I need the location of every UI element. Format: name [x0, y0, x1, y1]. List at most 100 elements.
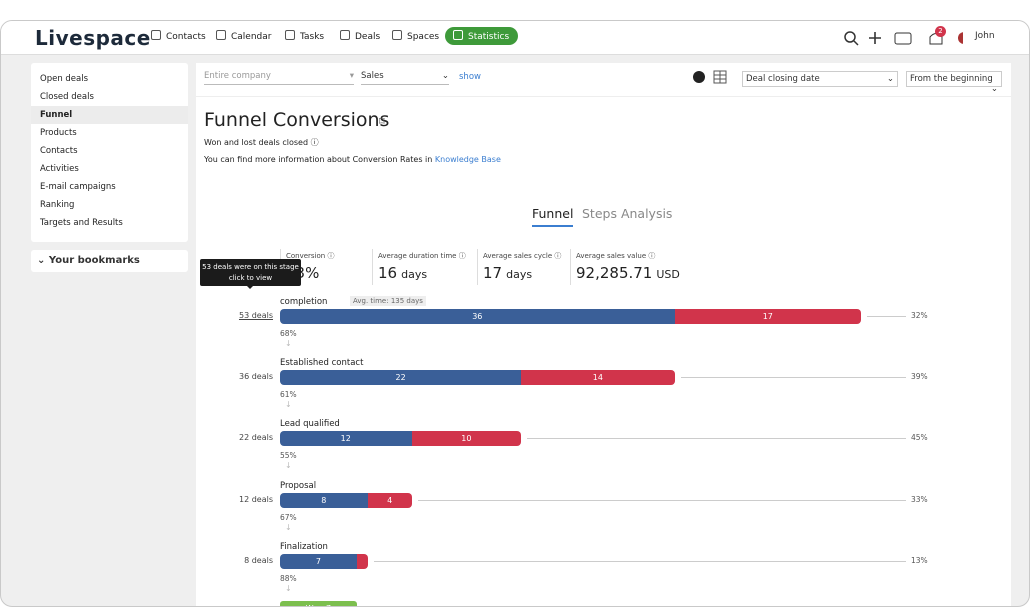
- arrow: ↓: [285, 583, 292, 593]
- nav-label: Statistics: [468, 32, 510, 42]
- won-segment[interactable]: 36: [280, 309, 675, 324]
- drop-line: [373, 560, 906, 562]
- page-title: Funnel Conversions: [204, 109, 390, 131]
- info-link[interactable]: Knowledge Base: [434, 155, 501, 164]
- show-link[interactable]: show: [459, 72, 481, 82]
- won-text: 7: [326, 604, 331, 606]
- bookmarks[interactable]: ⌄ Your bookmarks: [31, 250, 188, 272]
- conversion-rate: 68%: [280, 329, 297, 338]
- drop-rate: 33%: [911, 494, 928, 504]
- lost-segment[interactable]: [356, 553, 368, 569]
- deals-link[interactable]: 22 deals: [238, 433, 273, 443]
- main-panel: Entire company ▾ Sales ⌄ show Deal closing…: [196, 63, 1011, 606]
- nav-item[interactable]: Statistics: [445, 27, 519, 45]
- logo[interactable]: Livespace: [35, 26, 151, 50]
- tooltip-line: click to view: [228, 274, 273, 282]
- date-field: Deal closing date: [746, 74, 820, 84]
- won-text: Won: [306, 604, 323, 606]
- sidebar-item[interactable]: Closed deals: [40, 92, 94, 102]
- drop-rate: 45%: [911, 433, 928, 443]
- nav-item[interactable]: Deals: [340, 30, 380, 42]
- drop-rate: 39%: [911, 372, 928, 382]
- nav-item[interactable]: Spaces: [392, 30, 439, 42]
- deals-link[interactable]: 12 deals: [238, 494, 273, 504]
- stage-name: Lead qualified: [280, 419, 340, 430]
- arrow: ↓: [285, 461, 292, 471]
- company-select[interactable]: Entire company ▾: [204, 71, 354, 85]
- pin-icon[interactable]: ⌑: [379, 115, 385, 128]
- user-name[interactable]: John: [975, 31, 995, 41]
- stat-value: 16 days: [378, 264, 427, 282]
- stat: Average duration time ⓘ 16 days: [372, 249, 466, 285]
- tooltip: 53 deals were on this stage click to vie…: [200, 259, 301, 289]
- sidebar-item[interactable]: Contacts: [40, 146, 78, 156]
- drop-rate: 32%: [911, 311, 928, 320]
- won-segment[interactable]: 7: [280, 553, 357, 569]
- lost-segment[interactable]: 14: [521, 370, 675, 386]
- date-field-select[interactable]: Deal closing date ⌄: [742, 71, 898, 87]
- pipeline: Sales: [361, 71, 384, 81]
- won-segment[interactable]: 8: [280, 492, 368, 508]
- stat: Average sales cycle ⓘ 17 days: [477, 249, 561, 285]
- tooltip-line: 53 deals were on this stage: [202, 263, 299, 271]
- stat: Average sales value ⓘ 92,285.71 USD: [570, 249, 680, 285]
- top-bar: Livespace Contacts Calendar Tasks Deals Spac…: [1, 21, 1029, 55]
- lost-segment[interactable]: 10: [411, 431, 522, 447]
- won-bar[interactable]: Won7: [280, 601, 357, 606]
- deals-link[interactable]: 36 deals: [238, 372, 273, 382]
- lost-segment[interactable]: 4: [367, 492, 412, 508]
- nav-label: Calendar: [231, 32, 272, 42]
- deals-link[interactable]: 53 deals: [238, 311, 273, 320]
- sidebar-item[interactable]: Funnel: [31, 106, 188, 124]
- pipeline-select[interactable]: Sales ⌄: [361, 71, 449, 85]
- nav-item[interactable]: Calendar: [216, 30, 271, 42]
- stat-value: 17 days: [483, 264, 532, 282]
- stat-unit: USD: [656, 268, 680, 281]
- sidebar-item[interactable]: Open deals: [40, 74, 89, 84]
- stat-unit: days: [506, 268, 533, 281]
- drop-line: [527, 438, 906, 440]
- conversion-rate: 55%: [280, 451, 297, 461]
- arrow: ↓: [285, 522, 292, 532]
- nav-label: Tasks: [300, 32, 325, 42]
- view-toggle[interactable]: [692, 70, 728, 84]
- sidebar-item[interactable]: Products: [40, 128, 77, 138]
- deals-link[interactable]: 8 deals: [244, 555, 273, 565]
- stat-unit: days: [401, 268, 428, 281]
- stat-number: 16: [378, 264, 398, 282]
- lost-segment[interactable]: 17: [674, 309, 861, 324]
- won-segment[interactable]: 12: [280, 431, 412, 447]
- notification-badge: 2: [935, 26, 946, 37]
- arrow: ↓: [285, 400, 292, 410]
- nav-item[interactable]: Tasks: [285, 30, 324, 42]
- subtitle: Won and lost deals closed ⓘ: [204, 138, 319, 147]
- drop-line: [867, 316, 906, 317]
- stat-value: 92,285.71 USD: [576, 264, 680, 282]
- sidebar-item[interactable]: Ranking: [40, 200, 75, 210]
- stage-name: Proposal: [280, 480, 317, 491]
- info-text: You can find more information about Conv…: [204, 155, 433, 164]
- nav-label: Contacts: [166, 32, 206, 42]
- tab[interactable]: Steps Analysis: [582, 206, 673, 221]
- company: Entire company: [204, 71, 271, 81]
- stage-name: Finalization: [280, 541, 328, 552]
- drop-line: [680, 377, 906, 379]
- conversion-rate: 61%: [280, 390, 297, 400]
- drop-rate: 13%: [911, 555, 928, 565]
- arrow: ↓: [285, 339, 292, 348]
- avg-time: Avg. time: 135 days: [350, 296, 426, 306]
- stage-name: completion: [280, 297, 328, 307]
- stat-label: Average sales value ⓘ: [576, 252, 656, 260]
- sidebar-item[interactable]: Activities: [40, 164, 79, 174]
- drop-line: [417, 499, 906, 501]
- sidebar-item[interactable]: E-mail campaigns: [40, 182, 116, 192]
- tab[interactable]: Funnel: [532, 206, 574, 227]
- app-window: Livespace Contacts Calendar Tasks Deals Spac…: [0, 20, 1030, 607]
- sidebar-item[interactable]: Targets and Results: [40, 218, 123, 228]
- period-select[interactable]: From the beginning ⌄: [906, 71, 1002, 94]
- won-segment[interactable]: 22: [280, 370, 522, 386]
- nav-item[interactable]: Contacts: [151, 30, 206, 42]
- stat-label: Conversion ⓘ: [286, 252, 335, 260]
- conversion-rate: 67%: [280, 512, 297, 522]
